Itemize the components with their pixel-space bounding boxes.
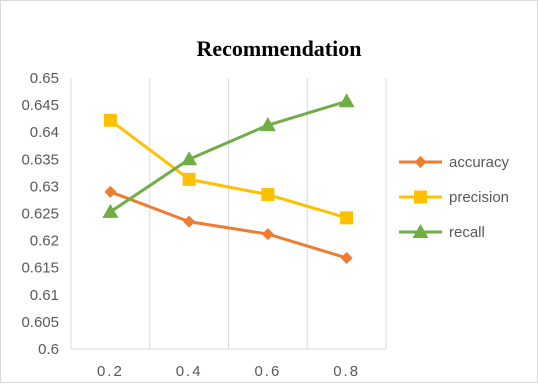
plot-area bbox=[102, 93, 355, 264]
data-point-precision bbox=[182, 172, 196, 186]
x-tick-label: 0.4 bbox=[176, 363, 203, 380]
y-tick-label: 0.61 bbox=[30, 287, 59, 304]
y-tick-label: 0.63 bbox=[30, 178, 59, 195]
series-recall bbox=[102, 93, 355, 218]
y-tick-label: 0.625 bbox=[21, 206, 59, 223]
legend-label-precision: precision bbox=[449, 189, 509, 206]
data-point-precision bbox=[103, 113, 117, 127]
x-tick-label: 0.8 bbox=[333, 363, 360, 380]
data-point-accuracy bbox=[183, 215, 196, 228]
legend-item-recall: recall bbox=[399, 224, 485, 241]
series-line-precision bbox=[109, 119, 348, 220]
y-tick-label: 0.645 bbox=[21, 97, 59, 114]
data-point-recall bbox=[259, 117, 276, 132]
data-point-accuracy bbox=[104, 185, 117, 198]
legend-marker-accuracy bbox=[414, 156, 427, 168]
y-tick-label: 0.605 bbox=[21, 314, 59, 331]
gridlines bbox=[149, 78, 308, 349]
series-line-recall bbox=[109, 99, 348, 214]
x-tick-label: 0.6 bbox=[254, 363, 281, 380]
y-tick-label: 0.6 bbox=[38, 341, 59, 358]
legend-item-precision: precision bbox=[399, 189, 509, 206]
axes: 0.6 0.605 0.61 0.615 0.62 0.625 0.63 0.635 0.64 0… bbox=[21, 70, 387, 380]
legend-label-accuracy: accuracy bbox=[449, 154, 510, 171]
chart-title: Recommendation bbox=[197, 36, 362, 61]
y-tick-label: 0.64 bbox=[30, 124, 59, 141]
data-point-accuracy bbox=[261, 228, 274, 241]
legend-marker-recall bbox=[412, 224, 429, 238]
series-precision bbox=[103, 113, 354, 225]
y-tick-label: 0.65 bbox=[30, 70, 59, 87]
series-accuracy bbox=[104, 185, 353, 264]
data-point-accuracy bbox=[340, 251, 353, 264]
x-tick-label: 0.2 bbox=[97, 363, 124, 380]
data-point-recall bbox=[102, 203, 119, 218]
series-line-accuracy bbox=[109, 190, 348, 260]
data-point-recall bbox=[181, 151, 198, 166]
legend-marker-precision bbox=[414, 190, 427, 204]
legend-item-accuracy: accuracy bbox=[399, 154, 510, 171]
legend: accuracy precision recall bbox=[399, 154, 510, 241]
data-point-precision bbox=[261, 188, 275, 202]
y-tick-label: 0.62 bbox=[30, 233, 59, 250]
y-tick-label: 0.615 bbox=[21, 260, 59, 277]
data-point-precision bbox=[340, 211, 354, 225]
data-point-recall bbox=[338, 93, 355, 108]
legend-label-recall: recall bbox=[449, 224, 485, 241]
y-tick-label: 0.635 bbox=[21, 151, 59, 168]
